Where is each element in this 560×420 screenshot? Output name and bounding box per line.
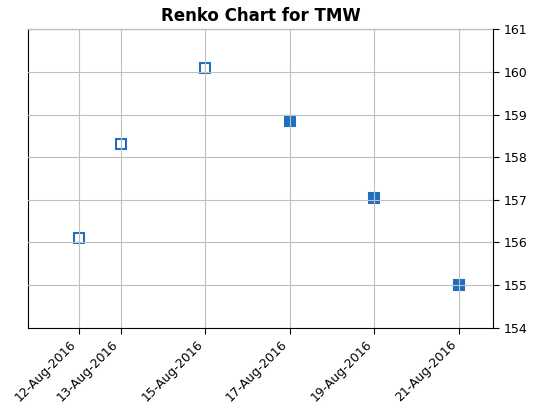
- Title: Renko Chart for TMW: Renko Chart for TMW: [161, 7, 360, 25]
